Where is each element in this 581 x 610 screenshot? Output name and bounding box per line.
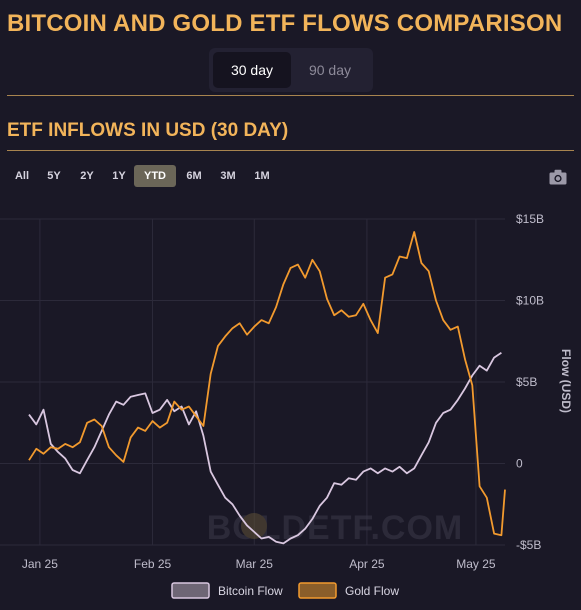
chart-grid bbox=[0, 218, 505, 546]
bitcoin-flow-line[interactable] bbox=[28, 351, 502, 545]
range-1y-button[interactable]: 1Y bbox=[108, 165, 130, 187]
legend-swatch-bitcoin bbox=[171, 582, 210, 599]
x-tick-label: Apr 25 bbox=[349, 557, 385, 571]
legend-label-bitcoin[interactable]: Bitcoin Flow bbox=[218, 584, 283, 598]
x-tick-label: Mar 25 bbox=[236, 557, 274, 571]
watermark-coin-icon bbox=[241, 513, 267, 539]
y-tick-label: -$5B bbox=[516, 538, 541, 552]
camera-icon[interactable] bbox=[549, 169, 567, 185]
y-tick-label: 0 bbox=[516, 457, 523, 471]
range-all-button[interactable]: All bbox=[11, 165, 33, 187]
period-30-day-button[interactable]: 30 day bbox=[213, 52, 291, 88]
x-tick-label: Feb 25 bbox=[134, 557, 172, 571]
y-axis-ticks: -$5B 0 $5B $10B $15B bbox=[516, 212, 544, 552]
x-tick-label: Jan 25 bbox=[22, 557, 58, 571]
range-ytd-button[interactable]: YTD bbox=[134, 165, 176, 187]
y-tick-label: $5B bbox=[516, 375, 537, 389]
range-1m-button[interactable]: 1M bbox=[250, 165, 274, 187]
chart-subtitle: ETF INFLOWS IN USD (30 DAY) bbox=[7, 120, 289, 141]
range-6m-button[interactable]: 6M bbox=[182, 165, 206, 187]
x-tick-label: May 25 bbox=[456, 557, 496, 571]
x-axis-ticks: Jan 25 Feb 25 Mar 25 Apr 25 May 25 bbox=[22, 557, 496, 571]
legend-swatch-gold bbox=[298, 582, 337, 599]
range-2y-button[interactable]: 2Y bbox=[76, 165, 98, 187]
watermark: BOLDETF.COM bbox=[207, 509, 463, 547]
legend-label-gold[interactable]: Gold Flow bbox=[345, 584, 399, 598]
flows-chart[interactable]: BOLDETF.COM -$5B 0 $5B $10B $15B Jan 25 Feb 2… bbox=[0, 200, 581, 610]
chart-series bbox=[28, 231, 506, 545]
period-toggle: 30 day 90 day bbox=[209, 48, 373, 92]
chart-legend: Bitcoin Flow Gold Flow bbox=[171, 582, 399, 599]
range-3m-button[interactable]: 3M bbox=[216, 165, 240, 187]
page-title: BITCOIN AND GOLD ETF FLOWS COMPARISON bbox=[7, 10, 563, 37]
y-tick-label: $15B bbox=[516, 212, 544, 226]
range-5y-button[interactable]: 5Y bbox=[43, 165, 65, 187]
y-tick-label: $10B bbox=[516, 294, 544, 308]
period-90-day-button[interactable]: 90 day bbox=[291, 52, 369, 88]
gold-flow-line[interactable] bbox=[28, 231, 506, 537]
y-axis-label: Flow (USD) bbox=[559, 349, 573, 413]
subtitle-divider bbox=[7, 150, 574, 151]
title-divider bbox=[7, 95, 574, 96]
